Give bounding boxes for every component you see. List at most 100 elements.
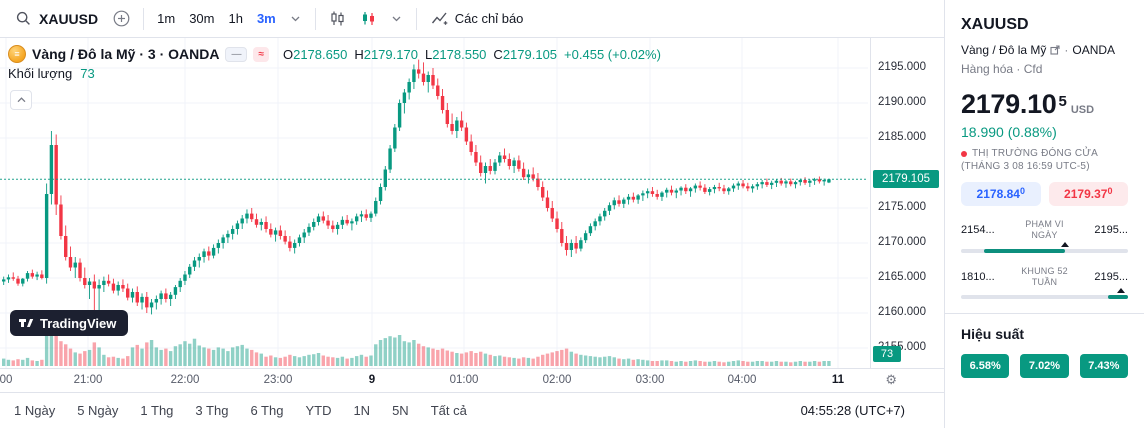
performance-row: 6.58% 7.02% 7.43%: [961, 354, 1128, 378]
panel-divider: [945, 313, 1144, 314]
ask-button[interactable]: 2179.37 0: [1048, 182, 1128, 206]
external-link-icon[interactable]: [1050, 45, 1060, 55]
candlestick-style-icon: [329, 10, 346, 27]
series-wave-chip[interactable]: ≈: [253, 46, 269, 62]
plus-circle-icon: [113, 10, 130, 27]
chart-style-button[interactable]: [322, 5, 353, 33]
market-closed-dot-icon: [961, 150, 967, 157]
toolbar-separator: [143, 7, 145, 30]
time-axis-label: 23:00: [263, 374, 293, 386]
date-range-group: 1 Ngày 5 Ngày 1 Thg 3 Thg 6 Thg YTD 1N 5N Tất cả: [14, 403, 489, 418]
indicators-label: Các chỉ báo: [454, 11, 524, 26]
indicators-button[interactable]: Các chỉ báo: [423, 5, 532, 33]
time-axis-label: 21:00: [73, 374, 103, 386]
timeframe-button-1m[interactable]: 1m: [157, 11, 176, 26]
time-axis-label: 22:00: [170, 374, 200, 386]
range-button-5[interactable]: 6 Thg: [250, 403, 284, 418]
chevron-down-icon: [291, 16, 300, 22]
pane-collapse-button[interactable]: [10, 90, 32, 110]
low-value: 2178.550: [432, 46, 487, 62]
week52-range-high: 2195...: [1094, 270, 1128, 283]
current-volume-badge: 73: [873, 346, 901, 362]
chart-compare-button[interactable]: [353, 5, 384, 33]
compare-add-symbol-button[interactable]: [106, 5, 137, 33]
volume-legend: Khối lượng 73: [8, 66, 95, 81]
clock-timezone-button[interactable]: 04:55:28 (UTC+7): [800, 403, 905, 418]
chart-canvas[interactable]: ≡ Vàng / Đô la Mỹ · 3 · OANDA — ≈ O2178.…: [0, 38, 945, 368]
time-axis-label: 00: [0, 374, 13, 386]
performance-value-1: 6.58%: [961, 354, 1010, 378]
panel-currency: USD: [1070, 104, 1095, 116]
chart-style-menu-button[interactable]: [384, 5, 410, 33]
time-axis-label: 11: [831, 374, 845, 386]
price-axis[interactable]: 2179.105 73 2195.000 2190.000 2185.000 2175…: [871, 38, 945, 368]
bid-button[interactable]: 2178.84 0: [961, 182, 1041, 206]
separator-dot: ·: [1064, 43, 1069, 57]
price-axis-label: 2165.000: [878, 271, 926, 283]
panel-symbol-title[interactable]: XAUUSD: [961, 16, 1029, 33]
day-range-marker: [1060, 241, 1069, 247]
indicators-icon: [431, 11, 448, 26]
open-value: 2178.650: [293, 46, 348, 62]
time-axis-label: 9: [368, 374, 376, 386]
timeframe-button-30m[interactable]: 30m: [189, 11, 215, 26]
market-status-label: THỊ TRƯỜNG ĐÓNG CỬA: [972, 148, 1098, 159]
watermark-label: TradingView: [40, 315, 117, 331]
toolbar-separator: [415, 7, 417, 30]
day-range-high: 2195...: [1094, 224, 1128, 237]
panel-price-fraction: 5: [1058, 93, 1067, 110]
symbol-search-button[interactable]: XAUUSD: [8, 5, 106, 33]
range-button-4[interactable]: 3 Thg: [195, 403, 229, 418]
week52-range-bar: [961, 288, 1128, 299]
panel-price: 2179.10: [961, 89, 1057, 119]
week52-range-block: 1810... KHUNG 52 TUẦN 2195...: [961, 266, 1128, 299]
price-axis-label: 2160.000: [878, 306, 926, 318]
candlestick-chart[interactable]: [0, 38, 945, 368]
range-button-6[interactable]: YTD: [305, 403, 332, 418]
performance-heading: Hiệu suất: [961, 326, 1025, 342]
volume-value: 73: [80, 66, 95, 81]
top-toolbar: XAUUSD 1m 30m 1h 3m: [0, 0, 945, 38]
instrument-type: Hàng hóa: [961, 62, 1014, 76]
ask-value: 2179.37: [1064, 187, 1108, 201]
bid-fraction: 0: [1019, 186, 1025, 196]
day-range-block: 2154... PHẠM VI NGÀY 2195...: [961, 219, 1128, 253]
series-minimize-chip[interactable]: —: [225, 46, 248, 62]
range-button-9[interactable]: Tất cả: [430, 403, 467, 418]
chart-symbol-title[interactable]: Vàng / Đô la Mỹ · 3 · OANDA: [32, 46, 220, 62]
change-value: +0.455 (+0.02%): [564, 46, 661, 62]
time-axis[interactable]: ⚙ 00 21:00 22:00 23:00 9 01:00 02:00 03:00 04:00…: [0, 368, 945, 392]
time-axis-label: 03:00: [635, 374, 665, 386]
time-axis-label: 01:00: [449, 374, 479, 386]
range-button-7[interactable]: 1N: [353, 403, 371, 418]
axis-settings-gear-icon[interactable]: ⚙: [885, 372, 897, 387]
time-axis-label: 02:00: [542, 374, 572, 386]
current-price-badge: 2179.105: [873, 170, 939, 189]
panel-change: 18.990 (0.88%): [961, 124, 1057, 140]
bid-value: 2178.84: [976, 187, 1020, 201]
timeframe-button-1h[interactable]: 1h: [228, 11, 243, 26]
panel-instrument-type: Hàng hóa · Cfd: [961, 62, 1128, 76]
day-range-bar: [961, 241, 1128, 253]
timeframe-menu-button[interactable]: [283, 5, 309, 33]
range-button-3[interactable]: 1 Thg: [140, 403, 174, 418]
market-status-time: (THÁNG 3 08 16:59 UTC-5): [961, 161, 1090, 172]
instrument-subtype: Cfd: [1023, 62, 1043, 76]
range-button-2[interactable]: 5 Ngày: [77, 403, 119, 418]
price-axis-label: 2175.000: [878, 201, 926, 213]
chart-legend: ≡ Vàng / Đô la Mỹ · 3 · OANDA — ≈ O2178.…: [8, 45, 661, 63]
toolbar-separator: [314, 7, 316, 30]
high-label: H: [354, 46, 364, 62]
price-axis-label: 2195.000: [878, 61, 926, 73]
tradingview-logo[interactable]: TradingView: [10, 310, 129, 336]
timeframe-button-3m[interactable]: 3m: [256, 11, 276, 26]
close-value: 2179.105: [502, 46, 558, 62]
price-axis-divider: [870, 38, 871, 392]
range-button-1[interactable]: 1 Ngày: [14, 403, 56, 418]
panel-symbol-name: Vàng / Đô la Mỹ: [961, 43, 1047, 57]
low-label: L: [424, 46, 433, 62]
tradingview-mark-icon: [19, 319, 34, 327]
range-button-8[interactable]: 5N: [392, 403, 409, 418]
volume-label: Khối lượng: [8, 66, 73, 81]
